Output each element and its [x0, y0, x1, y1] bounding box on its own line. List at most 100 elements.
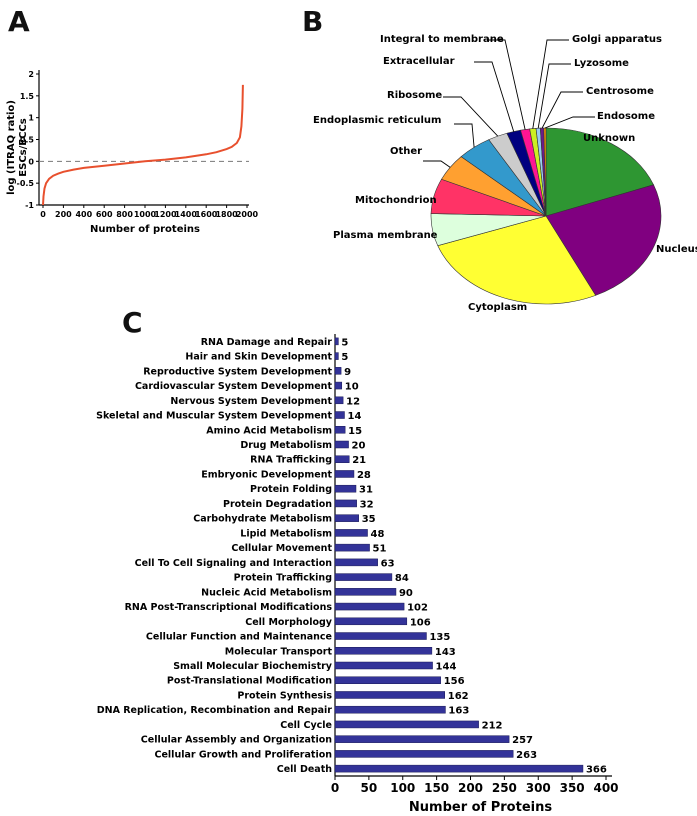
bar-value-label: 143 — [435, 647, 456, 658]
bar-value-label: 257 — [512, 735, 533, 746]
bar — [334, 440, 349, 449]
bar-category-label: Protein Synthesis — [237, 690, 332, 701]
c-x-tick-label: 350 — [560, 781, 585, 795]
y-tick-label: 1.5 — [20, 92, 35, 101]
bar-value-label: 63 — [381, 558, 395, 569]
leader-line-other — [423, 160, 451, 168]
bar-value-label: 144 — [436, 662, 457, 673]
bar — [334, 381, 343, 390]
bar — [334, 720, 479, 729]
bar-value-label: 5 — [341, 337, 348, 348]
leader-line-integral-to-membrane — [487, 39, 526, 130]
y-tick-label: -0.5 — [17, 179, 35, 188]
bar — [334, 735, 510, 743]
bar — [334, 691, 445, 699]
bar-category-label: Post-Translational Modification — [167, 676, 332, 687]
bar-category-label: Cell Morphology — [245, 617, 333, 628]
bar-category-label: Small Molecular Biochemistry — [173, 661, 333, 672]
bar-value-label: 106 — [410, 617, 431, 628]
c-x-tick-label: 250 — [492, 781, 517, 795]
bar — [334, 647, 433, 655]
leader-line-centrosome — [541, 91, 583, 129]
bar-category-label: Cell To Cell Signaling and Interaction — [135, 558, 333, 569]
bar-value-label: 35 — [362, 514, 376, 525]
leader-line-ribosome — [443, 96, 499, 137]
bar-value-label: 51 — [373, 544, 387, 555]
y-tick-label: -1 — [25, 201, 34, 210]
bar-value-label: 90 — [399, 588, 413, 599]
bar-category-label: Lipid Metabolism — [240, 528, 332, 539]
c-x-tick-label: 50 — [361, 781, 378, 795]
bar — [334, 337, 339, 346]
x-tick-label: 400 — [75, 210, 92, 219]
pie-label-unknown: Unknown — [583, 133, 635, 144]
pie-label-mitochondrion: Mitochondrion — [355, 195, 437, 206]
bar — [334, 396, 344, 405]
bar-category-label: Embryonic Development — [201, 469, 332, 480]
leader-line-golgi-apparatus — [532, 39, 569, 129]
bar-category-label: Protein Degradation — [223, 499, 332, 510]
bar-value-label: 9 — [344, 367, 351, 378]
c-x-tick-label: 300 — [526, 781, 551, 795]
bar — [334, 602, 405, 611]
bar-category-label: RNA Trafficking — [250, 455, 332, 466]
bar — [334, 470, 355, 478]
y-axis-title-line2: ESCs/ECCs — [18, 118, 29, 176]
pie-label-integral-to-membrane: Integral to membrane — [380, 34, 504, 45]
bar-value-label: 21 — [352, 455, 366, 466]
pie-label-lyzosome: Lyzosome — [574, 58, 629, 69]
pie-label-cytoplasm: Cytoplasm — [468, 302, 527, 313]
pie-label-endosome: Endosome — [597, 111, 655, 122]
bar-category-label: Protein Trafficking — [234, 573, 332, 584]
y-tick-label: 0.5 — [20, 136, 35, 145]
leader-line-lyzosome — [537, 63, 571, 129]
bar — [334, 484, 357, 493]
bar-category-label: Carbohydrate Metabolism — [193, 514, 332, 525]
y-tick-label: 2 — [28, 70, 34, 79]
bar — [334, 499, 357, 508]
pie-label-endoplasmic-reticulum: Endoplasmic reticulum — [313, 115, 441, 126]
pie-label-nucleus: Nucleus — [656, 244, 697, 255]
bar-value-label: 48 — [371, 529, 385, 540]
bar-value-label: 32 — [360, 499, 374, 510]
bar — [334, 352, 339, 360]
c-x-axis-title: Number of Proteins — [409, 800, 552, 815]
bar-category-label: Drug Metabolism — [240, 440, 332, 451]
x-tick-label: 2000 — [236, 210, 259, 219]
y-axis-title: log (ITRAQ ratio) ESCs/ECCs — [6, 100, 29, 195]
bar-category-label: Cell Cycle — [280, 720, 332, 731]
bar — [334, 676, 441, 684]
bar-value-label: 163 — [448, 706, 469, 717]
bar-value-label: 135 — [429, 632, 450, 643]
bar-value-label: 366 — [586, 765, 607, 776]
bar-value-label: 14 — [347, 411, 361, 422]
bar-category-label: RNA Damage and Repair — [201, 337, 333, 348]
leader-line-endoplasmic-reticulum — [454, 123, 475, 148]
pie-label-extracellular: Extracellular — [383, 56, 455, 67]
bar — [334, 529, 368, 537]
bar-category-label: Hair and Skin Development — [185, 352, 332, 363]
bar — [334, 514, 359, 522]
panel-a-label: A — [8, 5, 30, 38]
bar — [334, 573, 393, 581]
bar — [334, 558, 378, 567]
c-x-tick-label: 200 — [458, 781, 483, 795]
bar-category-label: Nucleic Acid Metabolism — [201, 587, 332, 598]
bar-value-label: 5 — [341, 352, 348, 363]
leader-line-extracellular — [474, 61, 515, 132]
bar-category-label: Nervous System Development — [170, 396, 332, 407]
bar-value-label: 15 — [348, 426, 362, 437]
pie-label-plasma-membrane: Plasma membrane — [333, 230, 438, 241]
bar-value-label: 28 — [357, 470, 371, 481]
pie-slice-nucleus — [545, 184, 662, 296]
bar-category-label: Cell Death — [277, 764, 333, 775]
bar — [334, 411, 345, 419]
pie-label-ribosome: Ribosome — [387, 90, 442, 101]
pie-slice-unknown — [545, 127, 654, 217]
bar — [334, 543, 370, 552]
x-tick-label: 1200 — [154, 210, 177, 219]
bar-category-label: Amino Acid Metabolism — [206, 425, 332, 436]
